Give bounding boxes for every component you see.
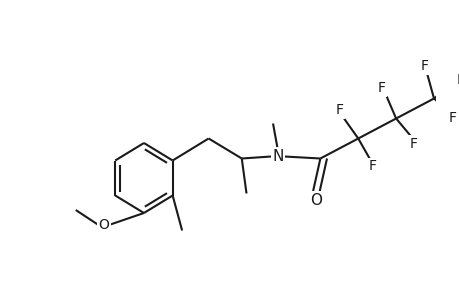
Text: N: N <box>271 149 283 164</box>
Text: F: F <box>335 103 342 118</box>
Text: F: F <box>420 59 428 74</box>
Text: F: F <box>377 82 385 95</box>
Text: O: O <box>99 218 109 232</box>
Text: F: F <box>455 74 459 88</box>
Text: O: O <box>310 193 322 208</box>
Text: F: F <box>409 136 416 151</box>
Text: F: F <box>448 112 456 125</box>
Text: F: F <box>368 160 375 173</box>
